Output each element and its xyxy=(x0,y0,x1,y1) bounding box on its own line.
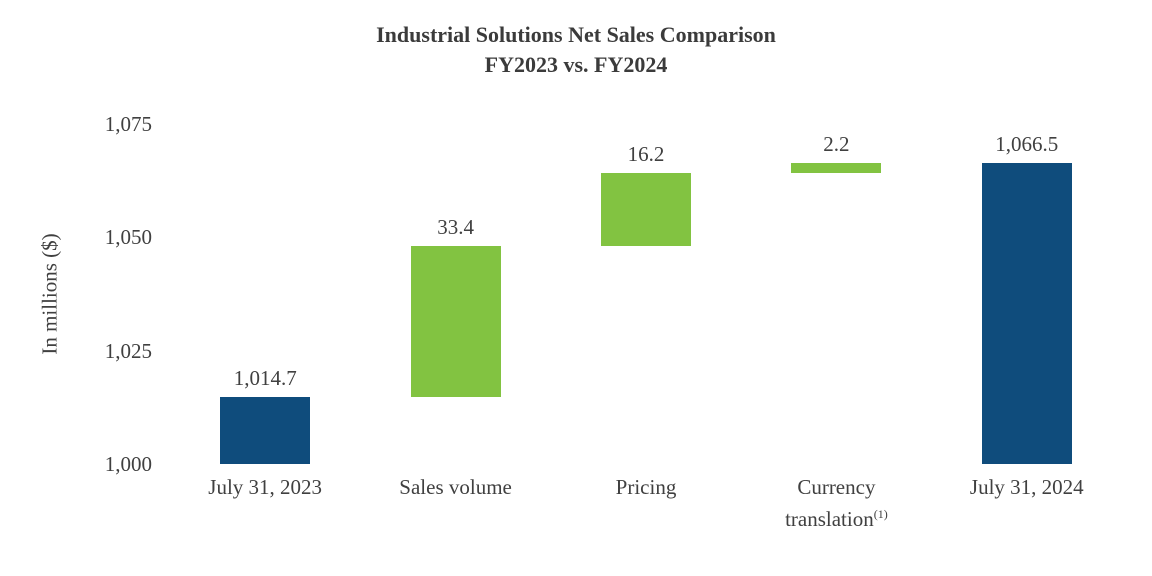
bar-value-label: 2.2 xyxy=(823,131,850,156)
y-tick-label: 1,050 xyxy=(104,225,152,250)
category-label: Pricing xyxy=(615,475,677,499)
chart-title: Industrial Solutions Net Sales Compariso… xyxy=(376,22,776,47)
category-label: July 31, 2024 xyxy=(969,475,1084,499)
y-axis-title: In millions ($) xyxy=(37,233,62,355)
y-tick-label: 1,025 xyxy=(104,338,152,363)
waterfall-bar xyxy=(220,397,311,464)
bar-value-label: 33.4 xyxy=(437,214,474,239)
waterfall-bar xyxy=(981,162,1072,464)
category-label: Currency translation(1) xyxy=(785,475,888,531)
bar-value-label: 16.2 xyxy=(627,141,665,166)
waterfall-bar xyxy=(601,172,691,246)
category-label: Sales volume xyxy=(399,475,512,499)
waterfall-bar xyxy=(410,245,501,398)
waterfall-bar xyxy=(791,162,882,173)
y-tick-label: 1,075 xyxy=(104,112,152,136)
bar-value-label: 1,014.7 xyxy=(233,366,297,391)
category-label: July 31, 2023 xyxy=(208,475,323,499)
bar-value-label: 1,066.5 xyxy=(995,131,1059,156)
chart-subtitle: FY2023 vs. FY2024 xyxy=(484,52,668,77)
y-tick-label: 1,000 xyxy=(104,452,152,476)
